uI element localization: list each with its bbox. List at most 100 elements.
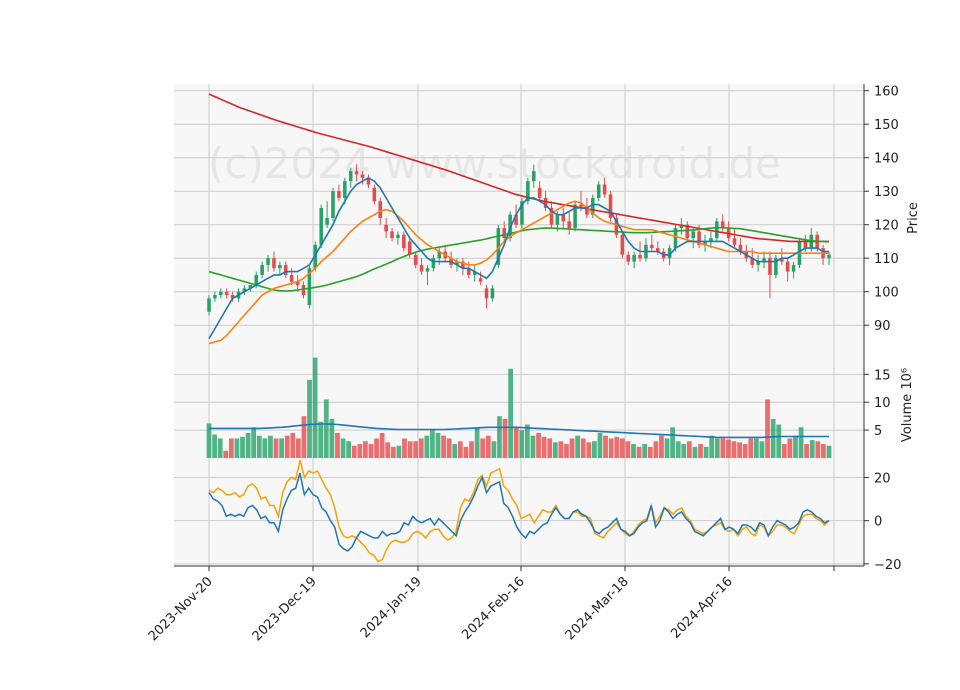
- candle-body: [283, 264, 288, 275]
- candle-body: [325, 218, 329, 225]
- x-tick-label: 2023-Dec-19: [250, 574, 320, 644]
- candle-body: [289, 274, 294, 282]
- candle-body: [762, 258, 766, 262]
- candle-body: [272, 258, 276, 269]
- candle-body: [207, 298, 211, 312]
- candle-body: [561, 214, 566, 222]
- volume-bar: [374, 438, 379, 458]
- candle-body: [366, 177, 371, 185]
- candle-body: [461, 261, 465, 269]
- candle-body: [579, 204, 583, 208]
- candle-body: [266, 258, 270, 265]
- candle-body: [354, 171, 359, 175]
- y-tick-label: 120: [874, 219, 899, 234]
- volume-bar: [754, 438, 759, 458]
- y-tick-label: 20: [874, 471, 891, 486]
- candle-body: [230, 295, 235, 299]
- candle-body: [632, 254, 636, 262]
- volume-bar: [463, 446, 469, 458]
- volume-bar: [787, 438, 793, 458]
- candle-body: [567, 221, 571, 229]
- volume-bar: [413, 441, 419, 458]
- volume-bar: [508, 368, 513, 458]
- y-tick-label: 110: [874, 252, 899, 267]
- candle-body: [585, 207, 589, 215]
- candle-body: [514, 214, 518, 225]
- candle-body: [691, 231, 695, 239]
- volume-bar: [603, 435, 608, 458]
- volume-bar: [793, 435, 798, 458]
- y-tick-label: 130: [874, 185, 899, 200]
- volume-ma-line: [209, 423, 829, 439]
- volume-bar: [469, 441, 474, 458]
- volume-bar: [781, 444, 787, 458]
- volume-bar: [435, 432, 441, 458]
- volume-bar: [642, 444, 648, 458]
- volume-bar: [580, 438, 586, 458]
- volume-bar: [631, 444, 636, 458]
- volume-bar: [586, 442, 592, 458]
- volume-bar: [491, 441, 497, 458]
- volume-bar: [597, 432, 603, 458]
- y-tick-label: 5: [874, 424, 882, 439]
- candle-body: [413, 254, 418, 265]
- volume-bar: [295, 438, 301, 458]
- volume-bar: [223, 450, 229, 458]
- volume-bar: [815, 441, 821, 458]
- volume-bar: [765, 399, 770, 458]
- y-tick-label: 150: [874, 118, 899, 133]
- volume-bar: [240, 436, 245, 458]
- volume-bar: [385, 442, 391, 458]
- candle-body: [331, 191, 335, 218]
- volume-bar: [692, 446, 698, 458]
- volume-bar: [228, 438, 234, 458]
- volume-bar: [251, 427, 257, 458]
- candle-body: [620, 234, 625, 255]
- volume-bar: [659, 435, 664, 458]
- candle-body: [301, 285, 306, 296]
- candle-body: [384, 224, 388, 232]
- volume-bar: [318, 421, 324, 458]
- candle-body: [756, 261, 760, 265]
- candle-body: [650, 244, 654, 249]
- candle-body: [478, 278, 483, 282]
- volume-axis-title: Volume 10⁶: [900, 368, 915, 442]
- volume-bar: [525, 424, 530, 458]
- candle-body: [472, 271, 477, 275]
- candle-body: [655, 248, 660, 252]
- volume-bar: [530, 435, 536, 458]
- volume-bar: [575, 435, 581, 458]
- volume-bar: [547, 438, 553, 458]
- volume-bar: [273, 438, 279, 458]
- volume-bar: [552, 442, 558, 458]
- candle-body: [608, 194, 613, 218]
- volume-bar: [809, 440, 815, 458]
- candle-body: [390, 231, 394, 239]
- candle-body: [242, 288, 247, 292]
- candle-body: [715, 221, 719, 239]
- volume-bar: [245, 432, 251, 458]
- volume-bar: [608, 438, 614, 458]
- candle-body: [685, 224, 690, 239]
- x-tick-label: 2023-Nov-20: [146, 574, 216, 644]
- candle-body: [407, 241, 412, 255]
- volume-bar: [329, 418, 335, 458]
- volume-bar: [636, 446, 642, 458]
- watermark: (c)2024 www.stockdroid.de: [208, 139, 781, 188]
- y-tick-label: 15: [874, 368, 891, 383]
- volume-bar: [614, 436, 620, 458]
- candle-body: [537, 187, 542, 198]
- volume-bar: [513, 427, 519, 458]
- candle-body: [295, 281, 300, 285]
- candle-body: [827, 254, 831, 259]
- volume-bar: [279, 438, 284, 458]
- candle-body: [591, 197, 595, 215]
- volume-bar: [653, 441, 659, 458]
- y-tick-label: 90: [874, 319, 891, 334]
- candle-body: [490, 288, 495, 299]
- volume-bar: [686, 441, 692, 458]
- x-tick-label: 2024-Feb-16: [459, 574, 528, 643]
- y-tick-label: 100: [874, 286, 899, 301]
- volume-bar: [206, 423, 212, 458]
- candle-body: [313, 244, 318, 269]
